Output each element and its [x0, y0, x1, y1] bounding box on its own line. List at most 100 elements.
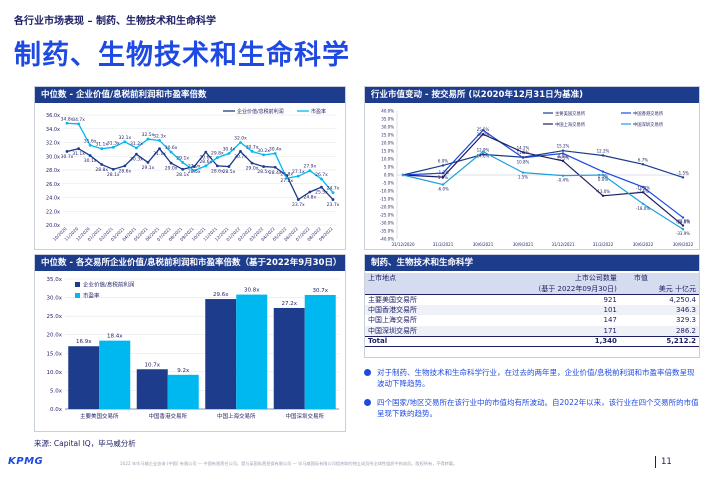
- data-point: [273, 165, 277, 169]
- data-point: [134, 146, 138, 150]
- data-point: [320, 185, 323, 189]
- data-label: 29.1x: [142, 165, 155, 171]
- data-label: 28.6x: [199, 159, 212, 165]
- data-label: 27.2x: [280, 178, 293, 184]
- y-tick-label: 20.0x: [46, 333, 62, 339]
- data-point: [320, 177, 323, 181]
- data-label: 12.9%: [477, 147, 490, 152]
- data-point: [401, 173, 405, 177]
- data-label: 23.7x: [292, 202, 305, 208]
- cell-count: 171: [603, 326, 617, 335]
- data-point: [561, 149, 565, 152]
- data-label: 6.0%: [438, 158, 448, 163]
- market-cap-table: 上市地点 上市公司数量 市值 (基于 2022年09月30日) 美元 十亿元 主…: [365, 273, 699, 347]
- y-tick-label: -10.0%: [380, 189, 394, 194]
- y-tick-label: -30.0%: [380, 221, 394, 226]
- data-label: 29.0x: [246, 166, 259, 172]
- legend-label: 企业价值/息税前利润: [237, 108, 284, 115]
- y-tick-label: 20.0x: [46, 223, 60, 229]
- cell-cap: 5,212.2: [619, 335, 699, 347]
- x-tick-label: 30/6/2022: [633, 242, 654, 247]
- data-point: [521, 151, 525, 154]
- panel-market-cap-table: 制药、生物技术和生命科学 上市地点 上市公司数量 市值 (基于 2022年09月…: [364, 254, 700, 358]
- bar-pe: [99, 340, 131, 409]
- x-tick-label: 中国深圳交易所: [285, 412, 324, 420]
- y-tick-label: 28.0x: [46, 168, 60, 174]
- data-label: -33.9%: [676, 231, 690, 236]
- data-label: 30.1x: [84, 158, 97, 164]
- data-point: [285, 176, 289, 180]
- bar-pe: [304, 294, 336, 409]
- data-label: 30.4x: [223, 147, 236, 153]
- data-point: [215, 164, 219, 168]
- y-tick-label: 20.0%: [381, 141, 394, 146]
- y-tick-label: 35.0%: [381, 117, 394, 122]
- data-label: 6.7%: [638, 157, 648, 162]
- series-line-3: [402, 150, 684, 230]
- data-label: 28.4x: [269, 170, 282, 176]
- data-label: 26.8x: [280, 171, 293, 177]
- bullet-item: 对于制药、生物技术和生命科学行业，在过去的两年里，企业价值/息税前利润和市盈率倍…: [364, 367, 700, 389]
- cell-place: Total: [365, 335, 466, 347]
- data-label: 25.5x: [315, 190, 328, 196]
- chart-exchange-bar: 0.0x 5.0x 10.0x 15.0x 20.0x 25.0x 30.0x 35.0x 16…: [46, 277, 339, 420]
- cell-place: 中国香港交易所: [368, 305, 417, 314]
- series-line-2: [402, 133, 684, 227]
- data-label: -13.0%: [596, 189, 610, 194]
- data-label: 32.3x: [153, 133, 166, 139]
- y-tick-label: -15.0%: [380, 197, 394, 202]
- data-point: [601, 170, 605, 173]
- y-tick-label: 40.0%: [381, 109, 394, 114]
- data-label: 24.7x: [327, 186, 340, 192]
- table-row: 中国上海交易所 147 329.3: [365, 315, 699, 326]
- data-label: 25.5%: [477, 127, 490, 132]
- data-point: [204, 164, 208, 168]
- table-row: 中国香港交易所 101 346.3: [365, 304, 699, 315]
- data-label: 15.2%: [557, 144, 570, 149]
- data-point: [441, 175, 445, 179]
- cell-count: 921: [603, 295, 617, 304]
- data-point: [204, 150, 208, 154]
- copyright-footer: 2022 年毕马威企业咨询 (中国) 有限公司 — 中国有限责任公司，是与英国私…: [120, 461, 458, 466]
- data-point: [601, 173, 605, 177]
- data-label: 34.7x: [72, 117, 85, 123]
- data-label: 28.5x: [257, 169, 270, 175]
- data-label: 27.9x: [304, 164, 317, 170]
- y-tick-label: 15.0%: [381, 149, 394, 154]
- y-tick-label: 35.0x: [46, 277, 62, 283]
- y-tick-label: -35.0%: [380, 229, 394, 234]
- legend-swatch: [75, 282, 80, 287]
- data-point: [521, 171, 525, 174]
- data-point: [158, 147, 161, 151]
- data-label: 10.8%: [517, 160, 530, 165]
- data-point: [250, 150, 254, 153]
- data-point: [561, 174, 565, 177]
- data-point: [250, 161, 254, 165]
- data-point: [123, 164, 127, 168]
- data-point: [441, 183, 445, 186]
- panel-market-cap-change: 行业市值变动 - 按交易所 (以2020年12月31日为基准) -40.0% -3…: [364, 86, 700, 250]
- y-tick-label: 25.0x: [46, 314, 62, 320]
- x-tick-label: 主要美国交易所: [80, 412, 119, 420]
- data-point: [239, 150, 242, 153]
- col-place-header: 上市地点: [368, 274, 396, 283]
- bar-pe: [236, 294, 268, 409]
- panel-title: 行业市值变动 - 按交易所 (以2020年12月31日为基准): [365, 87, 699, 103]
- data-point: [641, 163, 645, 166]
- data-point: [641, 202, 645, 205]
- panel-title: 中位数 - 各交易所企业价值/息税前利润和市盈率倍数（基于2022年9月30日）: [35, 255, 345, 271]
- data-label: 30.7x: [246, 144, 259, 150]
- data-label: 31.6x: [84, 138, 97, 144]
- data-label: 30.7x: [61, 154, 74, 160]
- data-label: 28.5x: [188, 169, 201, 175]
- bullet-icon: [364, 399, 371, 406]
- data-point: [331, 198, 335, 201]
- data-point: [681, 224, 685, 227]
- data-label: 23.7x: [327, 202, 340, 208]
- y-tick-label: -5.0%: [382, 181, 394, 186]
- bullet-text: 四个国家/地区交易所在该行业中的市值均有所波动。自2022年以来，该行业在四个交…: [377, 398, 699, 418]
- data-point: [215, 156, 219, 160]
- cell-count: 1,340: [465, 335, 620, 347]
- data-point: [481, 153, 485, 156]
- data-point: [77, 147, 80, 151]
